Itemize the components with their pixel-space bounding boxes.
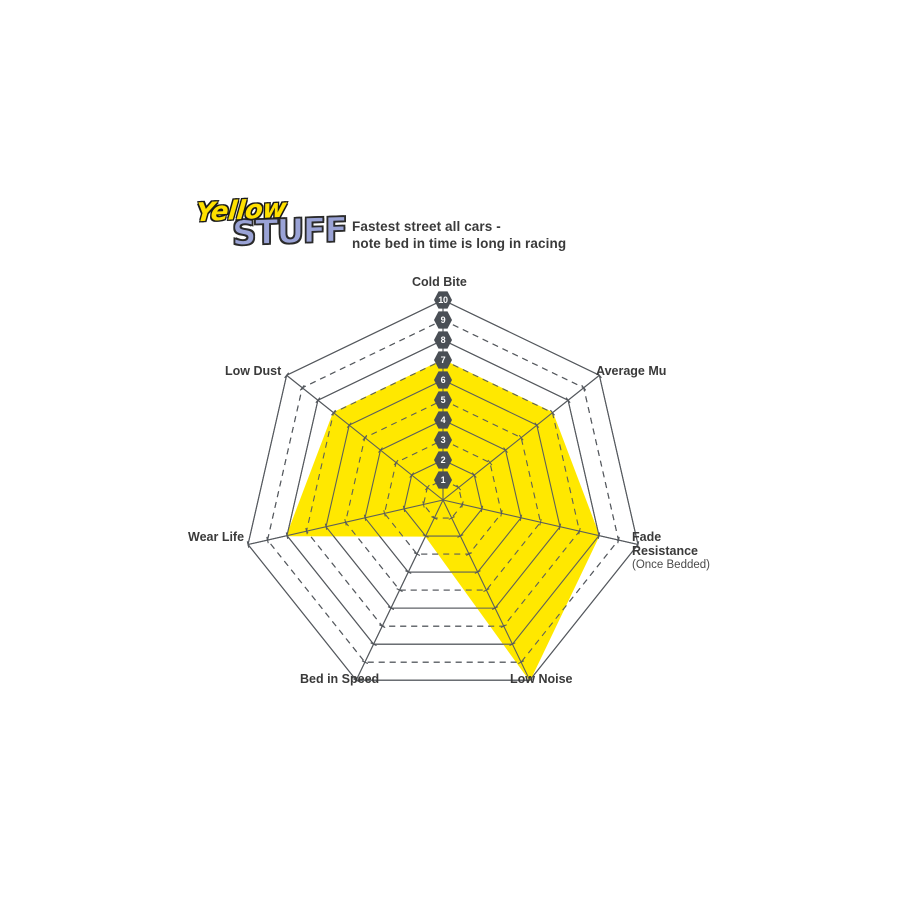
scale-tick-9: 9 — [434, 311, 452, 329]
tick-marks-overlay — [246, 299, 640, 683]
scale-tick-7: 7 — [434, 351, 452, 369]
axis-tick-5-6 — [324, 523, 328, 530]
scale-tick-4: 4 — [434, 411, 452, 429]
axis-tick-5-8 — [285, 532, 289, 539]
axis-tick-2-1 — [461, 501, 464, 508]
axis-tick-6-1 — [424, 484, 430, 491]
headline-text: Fastest street all cars - note bed in ti… — [352, 218, 612, 252]
axis-tick-1-10 — [596, 372, 602, 379]
axis-tick-4-9 — [361, 660, 368, 665]
axis-tick-1-2 — [471, 472, 477, 478]
axis-label-low-noise: Low Noise — [510, 672, 573, 686]
scale-tick-6: 6 — [434, 371, 452, 389]
axis-tick-5-5 — [344, 519, 347, 526]
axis-tick-2-4 — [519, 514, 523, 522]
axis-tick-3-7 — [500, 624, 507, 628]
axis-tick-4-7 — [379, 624, 386, 628]
axis-tick-1-9 — [581, 384, 587, 391]
axis-tick-5-7 — [305, 527, 308, 535]
axis-tick-2-9 — [617, 536, 620, 544]
axis-label-wear-life: Wear Life — [188, 530, 245, 544]
axis-label-fade-main: Fade Resistance — [632, 530, 699, 558]
axis-tick-1-6 — [534, 422, 540, 428]
axis-tick-6-6 — [346, 422, 352, 428]
axis-tick-2-3 — [500, 510, 503, 517]
axis-tick-1-4 — [503, 447, 508, 453]
axis-tick-3-2 — [457, 534, 464, 538]
grid-ring-8 — [286, 339, 600, 645]
axis-tick-5-1 — [422, 501, 425, 508]
axis-tick-3-6 — [491, 606, 499, 610]
axis-tick-2-2 — [480, 505, 484, 513]
axis-tick-6-5 — [362, 434, 368, 441]
axis-tick-4-8 — [370, 642, 377, 646]
axis-label-average-mu: Average Mu — [596, 364, 667, 378]
axis-tick-3-5 — [483, 588, 490, 592]
axis-label-fade-sub: (Once Bedded) — [632, 559, 710, 571]
scale-tick-1: 1 — [434, 471, 452, 489]
headline-line-2: note bed in time is long in racing — [352, 236, 567, 251]
axis-tick-4-10 — [353, 678, 360, 683]
axis-tick-6-3 — [393, 459, 399, 466]
axis-tick-5-2 — [402, 505, 406, 513]
axis-tick-6-2 — [409, 472, 415, 478]
grid-ring-4 — [364, 419, 522, 573]
axis-tick-3-8 — [509, 642, 516, 646]
axis-tick-6-7 — [331, 409, 336, 416]
axis-tick-5-9 — [266, 536, 269, 544]
axis-tick-1-8 — [565, 397, 571, 404]
axis-tick-3-4 — [474, 570, 481, 574]
axis-label-cold-bite: Cold Bite — [412, 275, 467, 289]
axis-tick-6-10 — [284, 372, 290, 379]
axis-tick-6-4 — [378, 447, 383, 453]
axis-tick-6-9 — [299, 384, 305, 391]
axis-label-bed-in-speed: Bed in Speed — [300, 672, 380, 686]
axis-tick-1-3 — [487, 459, 493, 466]
grid-ring-7 — [305, 359, 581, 627]
grid-ring-10 — [247, 299, 639, 681]
scale-tick-3: 3 — [434, 431, 452, 449]
axis-label-low-dust: Low Dust — [225, 364, 282, 378]
axis-tick-2-7 — [578, 527, 581, 535]
axis-tick-5-10 — [246, 541, 250, 548]
grid-ring-2 — [403, 459, 483, 537]
scale-tick-8: 8 — [434, 331, 452, 349]
grid-ring-1 — [422, 479, 464, 519]
axis-tick-4-1 — [431, 516, 438, 520]
headline-line-1: Fastest street all cars - — [352, 219, 501, 234]
axis-tick-1-7 — [550, 409, 555, 416]
axis-tick-3-1 — [448, 516, 455, 520]
grid-rings-overlay — [247, 299, 639, 681]
axis-tick-4-5 — [396, 588, 403, 592]
axis-label-fade-resistance: Fade Resistance (Once Bedded) — [632, 530, 710, 572]
axis-tick-4-3 — [413, 552, 421, 556]
axis-tick-5-3 — [383, 510, 386, 517]
axis-tick-4-2 — [422, 534, 429, 538]
axis-tick-1-5 — [518, 434, 524, 441]
axis-tick-4-4 — [405, 570, 412, 574]
scale-tick-10: 10 — [434, 291, 452, 309]
grid-ring-6 — [325, 379, 561, 609]
axis-tick-5-4 — [363, 514, 367, 522]
axis-tick-3-3 — [465, 552, 473, 556]
scale-tick-5: 5 — [434, 391, 452, 409]
axis-tick-2-6 — [558, 523, 562, 530]
grid-ring-3 — [383, 439, 503, 555]
axis-tick-4-6 — [387, 606, 395, 610]
axis-tick-6-8 — [315, 397, 321, 404]
axis-tick-3-9 — [518, 660, 525, 665]
axis-tick-1-1 — [456, 484, 462, 491]
axis-tick-3-10 — [526, 678, 533, 683]
axis-tick-2-10 — [636, 541, 640, 548]
grid-ring-5 — [344, 399, 542, 591]
axis-tick-2-8 — [597, 532, 601, 539]
axis-tick-2-5 — [539, 519, 542, 526]
scale-tick-2: 2 — [434, 451, 452, 469]
logo-word-yellow: Yellow — [194, 193, 289, 229]
